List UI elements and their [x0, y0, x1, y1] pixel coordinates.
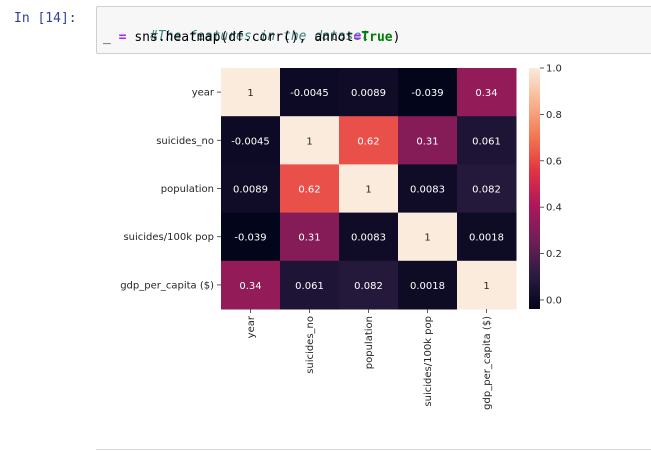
- heatmap-cell-annotation: 0.061: [295, 281, 324, 292]
- colorbar: 0.0 0.2 0.4 0.6 0.8 1.0: [529, 64, 562, 309]
- heatmap-cell-annotation: 0.0083: [351, 233, 386, 244]
- code-kw-eq: =: [353, 30, 362, 45]
- heatmap-cell-annotation: -0.039: [411, 88, 443, 99]
- heatmap-cell-annotation: 0.0018: [469, 233, 504, 244]
- heatmap-cell: [398, 212, 458, 262]
- y-tick-label: suicides_no: [156, 136, 214, 147]
- y-tick-label: suicides/100k pop: [123, 232, 214, 243]
- heatmap-cell-annotation: 1: [247, 88, 253, 99]
- heatmap-cell-annotation: 0.31: [416, 136, 438, 147]
- heatmap-cell: [398, 260, 458, 310]
- y-tick-label: population: [161, 184, 214, 195]
- heatmap-cell: [398, 116, 458, 165]
- colorbar-tick-label: 0.4: [546, 203, 562, 214]
- code-close-paren: ): [392, 30, 401, 45]
- code-call: sns.heatmap(df.corr(), annot: [134, 30, 354, 45]
- colorbar-tick-label: 0.8: [546, 110, 562, 121]
- code-line-1: #The features in the dataset: [103, 11, 369, 62]
- x-tick-label: gdp_per_capita ($): [482, 316, 493, 410]
- colorbar-tick-label: 0.2: [546, 249, 562, 260]
- heatmap-cell: [221, 212, 281, 262]
- heatmap-x-labels: year suicides_no population suicides/100k p…: [246, 309, 493, 410]
- heatmap-annotations: 1 -0.0045 0.0089 -0.039 0.34 -0.0045 1 0.62 0.31…: [231, 88, 504, 292]
- heatmap-cell: [457, 164, 517, 214]
- heatmap-cell-annotation: 1: [424, 233, 430, 244]
- x-tick-label: suicides_no: [305, 316, 316, 374]
- heatmap-cell-annotation: 0.34: [239, 281, 261, 292]
- heatmap-cell-annotation: 0.62: [298, 185, 320, 196]
- colorbar-tick-label: 0.6: [546, 156, 562, 167]
- heatmap-cell: [280, 164, 340, 214]
- heatmap-cell-annotation: 0.31: [298, 233, 320, 244]
- heatmap-cell: [339, 212, 399, 262]
- code-var: _: [103, 30, 111, 45]
- heatmap-cell: [280, 68, 340, 117]
- heatmap-cell-annotation: 0.34: [475, 88, 497, 99]
- heatmap-cell: [339, 68, 399, 117]
- heatmap-cell-annotation: 0.082: [472, 185, 501, 196]
- heatmap-cell-annotation: -0.0045: [231, 136, 270, 147]
- heatmap-cell: [398, 68, 458, 117]
- heatmap-cell: [339, 164, 399, 214]
- heatmap-cell-annotation: 0.0083: [410, 185, 445, 196]
- heatmap-cell: [280, 116, 340, 165]
- heatmap-cell-annotation: 0.0089: [351, 88, 386, 99]
- heatmap-cell: [221, 164, 281, 214]
- cell-separator: [96, 449, 651, 450]
- heatmap-cell: [398, 164, 458, 214]
- x-tick-label: population: [364, 316, 375, 369]
- x-tick-label: suicides/100k pop: [423, 316, 434, 407]
- heatmap-cell: [457, 68, 517, 117]
- heatmap-cell: [280, 212, 340, 262]
- heatmap-cell-annotation: -0.039: [234, 233, 266, 244]
- colorbar-gradient: [529, 68, 540, 309]
- heatmap-cell: [457, 116, 517, 165]
- x-tick-label: year: [246, 315, 257, 338]
- heatmap-cell: [457, 260, 517, 310]
- heatmap-chart: 1 -0.0045 0.0089 -0.039 0.34 -0.0045 1 0.62 0.31…: [120, 64, 562, 410]
- heatmap-cell-annotation: 1: [306, 136, 312, 147]
- heatmap-cell-annotation: 0.62: [357, 136, 379, 147]
- code-comment: #The features in the dataset: [149, 29, 370, 44]
- code-assign: =: [118, 30, 127, 45]
- heatmap-cell-annotation: -0.0045: [290, 88, 329, 99]
- heatmap-y-labels: year suicides_no population suicides/100k p…: [120, 88, 221, 291]
- heatmap-cell-annotation: 0.0018: [410, 281, 445, 292]
- heatmap-cell: [280, 260, 340, 310]
- heatmap-cell-annotation: 1: [365, 185, 371, 196]
- heatmap-cell-annotation: 1: [483, 281, 489, 292]
- y-tick-label: gdp_per_capita ($): [120, 280, 214, 291]
- heatmap-cell-annotation: 0.061: [472, 136, 501, 147]
- code-line-2: _ = sns.heatmap(df.corr(), annot=True): [103, 29, 400, 46]
- heatmap-cell: [221, 68, 281, 117]
- y-tick-label: year: [192, 88, 215, 99]
- heatmap-cell: [339, 116, 399, 165]
- heatmap-cell: [221, 260, 281, 310]
- cell-prompt: In [14]:: [14, 11, 77, 26]
- code-keyword-true: True: [361, 30, 393, 45]
- heatmap-cell-annotation: 0.082: [354, 281, 383, 292]
- heatmap-cell: [339, 260, 399, 310]
- colorbar-tick-label: 1.0: [546, 64, 562, 75]
- code-input-area[interactable]: #The features in the dataset _ = sns.hea…: [96, 6, 651, 54]
- heatmap-cells: [221, 68, 517, 310]
- heatmap-cell: [221, 116, 281, 165]
- heatmap-cell-annotation: 0.0089: [233, 185, 268, 196]
- heatmap-cell: [457, 212, 517, 262]
- cell-output: 1 -0.0045 0.0089 -0.039 0.34 -0.0045 1 0.62 0.31…: [96, 58, 651, 438]
- colorbar-tick-label: 0.0: [546, 295, 562, 306]
